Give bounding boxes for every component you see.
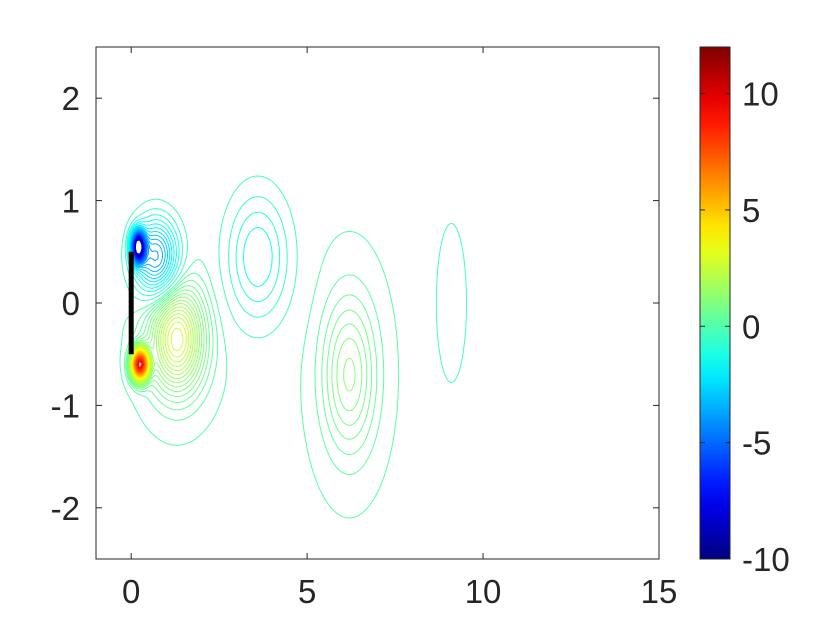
plot-background [96,47,659,559]
contour-line [129,303,198,385]
colorbar: 10 5 0 -5 -10 [699,46,790,578]
contour-line [128,296,356,392]
contour-line [126,285,373,440]
x-tick-label: 15 [641,573,678,610]
colorbar-tick-label: 10 [742,76,779,113]
contour-line [126,211,281,303]
colorbar-tick-label: -5 [742,425,771,462]
colorbar-tick-label: 0 [742,308,760,345]
x-tick-label: 5 [298,573,316,610]
y-tick-label: 2 [62,80,80,117]
y-tick-label: 1 [62,183,80,220]
y-tick-label: -2 [51,490,80,527]
y-axis: 2 1 0 -1 -2 [51,80,659,527]
y-tick-label: -1 [51,387,80,424]
y-tick-label: 0 [62,285,80,322]
contour-line [130,228,164,268]
x-tick-label: 0 [122,573,140,610]
plot-area: 0 5 10 15 210-1-2 [51,46,677,610]
colorbar-frame [699,46,731,560]
contour-line [119,230,400,519]
colorbar-scale [700,47,730,559]
contour-line [138,360,143,369]
colorbar-tick-label: -10 [742,541,790,578]
contour-line [124,196,288,318]
x-axis: 0 5 10 15 [122,47,677,610]
colorbar-ticks: 10 5 0 -5 -10 [700,76,790,578]
contour-line [121,175,467,384]
contour-line [124,272,385,475]
colorbar-tick-label: 5 [742,192,760,229]
x-tick-label: 10 [465,573,502,610]
